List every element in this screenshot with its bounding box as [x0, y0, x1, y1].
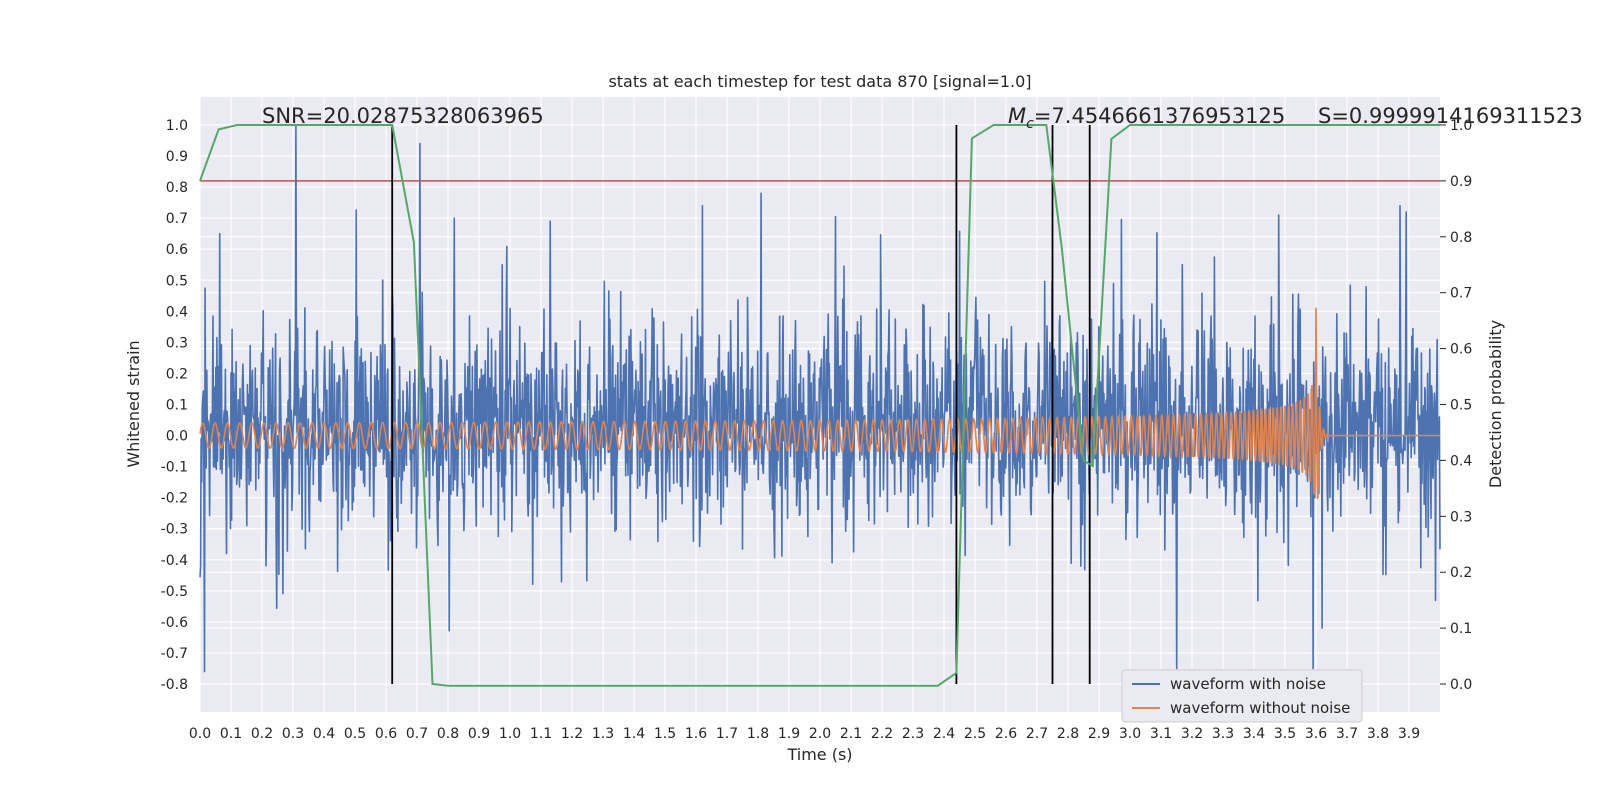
- x-axis-label: Time (s): [786, 745, 852, 764]
- y2-tick-label: 0.7: [1450, 286, 1472, 302]
- y-tick-label: 0.3: [166, 335, 188, 351]
- x-tick-label: 2.3: [902, 726, 924, 742]
- y2-tick-label: 0.3: [1450, 509, 1472, 525]
- y2-tick-label: 0.8: [1450, 230, 1472, 246]
- y-tick-label: -0.5: [161, 584, 188, 600]
- y-tick-label: -0.2: [161, 491, 188, 507]
- y-tick-label: 0.0: [166, 429, 188, 445]
- x-tick-label: 2.9: [1088, 726, 1110, 742]
- x-tick-label: 2.8: [1057, 726, 1079, 742]
- x-tick-label: 0.1: [220, 726, 242, 742]
- y2-tick-labels: 1.0 0.9 0.8 0.7 0.6 0.5 0.4 0.3 0.2 0.1 0.0: [1440, 118, 1472, 693]
- x-tick-label: 3.4: [1243, 726, 1265, 742]
- x-tick-label: 2.6: [995, 726, 1017, 742]
- x-tick-label: 1.1: [530, 726, 552, 742]
- y-tick-label: 0.1: [166, 398, 188, 414]
- x-tick-label: 2.7: [1026, 726, 1048, 742]
- y-tick-label: 0.2: [166, 366, 188, 382]
- chart-title: stats at each timestep for test data 870…: [608, 72, 1031, 91]
- x-tick-label: 1.2: [561, 726, 583, 742]
- snr-annotation: SNR=20.02875328063965: [262, 104, 544, 128]
- chirp-mass-value: =7.4546661376953125: [1034, 104, 1285, 128]
- x-tick-label: 1.0: [499, 726, 521, 742]
- x-tick-label: 1.7: [716, 726, 738, 742]
- y2-tick-label: 0.1: [1450, 621, 1472, 637]
- y2-tick-label: 0.2: [1450, 565, 1472, 581]
- x-tick-label: 0.7: [406, 726, 428, 742]
- y-tick-label: -0.1: [161, 460, 188, 476]
- clean-waveform-series: [199, 307, 1440, 500]
- x-tick-label: 2.1: [840, 726, 862, 742]
- y-tick-label: -0.4: [161, 553, 188, 569]
- x-tick-label: 1.9: [778, 726, 800, 742]
- x-tick-label: 1.3: [592, 726, 614, 742]
- x-tick-label: 0.6: [375, 726, 397, 742]
- x-tick-label: 1.8: [747, 726, 769, 742]
- x-tick-label: 0.5: [344, 726, 366, 742]
- x-tick-label: 3.0: [1119, 726, 1141, 742]
- y-tick-labels: 1.0 0.9 0.8 0.7 0.6 0.5 0.4 0.3 0.2 0.1 0.0 -0.1 -0.…: [161, 118, 188, 693]
- x-tick-label: 1.4: [623, 726, 645, 742]
- chirp-mass-subscript: c: [1026, 116, 1034, 132]
- y-tick-label: -0.7: [161, 646, 188, 662]
- y2-tick-label: 0.4: [1450, 453, 1472, 469]
- y-tick-label: 0.5: [166, 273, 188, 289]
- x-tick-label: 1.6: [685, 726, 707, 742]
- y2-tick-label: 0.6: [1450, 342, 1472, 358]
- x-tick-label: 3.1: [1150, 726, 1172, 742]
- probability-line: [199, 124, 1440, 687]
- y-tick-label: -0.3: [161, 522, 188, 538]
- y-tick-label: 0.7: [166, 211, 188, 227]
- x-tick-label: 0.3: [282, 726, 304, 742]
- x-tick-label: 3.3: [1212, 726, 1234, 742]
- y2-tick-label: 0.0: [1450, 677, 1472, 693]
- x-tick-label: 2.0: [809, 726, 831, 742]
- s-annotation: S=0.9999914169311523: [1318, 104, 1583, 128]
- x-tick-label: 3.8: [1367, 726, 1389, 742]
- x-tick-label: 3.7: [1336, 726, 1358, 742]
- y-tick-label: -0.8: [161, 677, 188, 693]
- legend-box: [1121, 669, 1363, 723]
- y-tick-label: -0.6: [161, 615, 188, 631]
- y-tick-label: 1.0: [166, 118, 188, 134]
- chirp-mass-annotation: Mc=7.4546661376953125: [1008, 104, 1285, 132]
- clean-waveform-line: [199, 307, 1440, 500]
- probability-series: [199, 124, 1440, 687]
- x-tick-label: 0.9: [468, 726, 490, 742]
- x-tick-label: 3.2: [1181, 726, 1203, 742]
- y-tick-label: 0.9: [166, 149, 188, 165]
- y-tick-label: 0.8: [166, 180, 188, 196]
- x-tick-label: 3.5: [1274, 726, 1296, 742]
- x-tick-label: 0.2: [251, 726, 273, 742]
- y-axis-label: Whitened strain: [124, 340, 143, 467]
- legend: waveform with noise waveform without noi…: [1121, 669, 1363, 723]
- legend-label-noisy: waveform with noise: [1170, 675, 1326, 693]
- x-tick-label: 2.2: [871, 726, 893, 742]
- x-tick-label: 0.0: [189, 726, 211, 742]
- x-tick-label: 3.9: [1398, 726, 1420, 742]
- y2-axis-label: Detection probability: [1486, 320, 1505, 488]
- x-tick-label: 2.4: [933, 726, 955, 742]
- chirp-mass-symbol: M: [1008, 104, 1026, 128]
- y-tick-label: 0.6: [166, 242, 188, 258]
- x-tick-label: 2.5: [964, 726, 986, 742]
- y2-tick-label: 1.0: [1450, 118, 1472, 134]
- x-tick-label: 3.6: [1305, 726, 1327, 742]
- y2-tick-label: 0.5: [1450, 398, 1472, 414]
- x-tick-label: 0.4: [313, 726, 335, 742]
- x-tick-labels: 0.0 0.1 0.2 0.3 0.4 0.5 0.6 0.7 0.8 0.9 1.0 1.1 1.2 1…: [189, 726, 1420, 742]
- x-tick-label: 0.8: [437, 726, 459, 742]
- x-tick-label: 1.5: [654, 726, 676, 742]
- vertical-markers: [391, 124, 1091, 685]
- legend-label-clean: waveform without noise: [1170, 699, 1350, 717]
- y2-tick-label: 0.9: [1450, 174, 1472, 190]
- y-tick-label: 0.4: [166, 304, 188, 320]
